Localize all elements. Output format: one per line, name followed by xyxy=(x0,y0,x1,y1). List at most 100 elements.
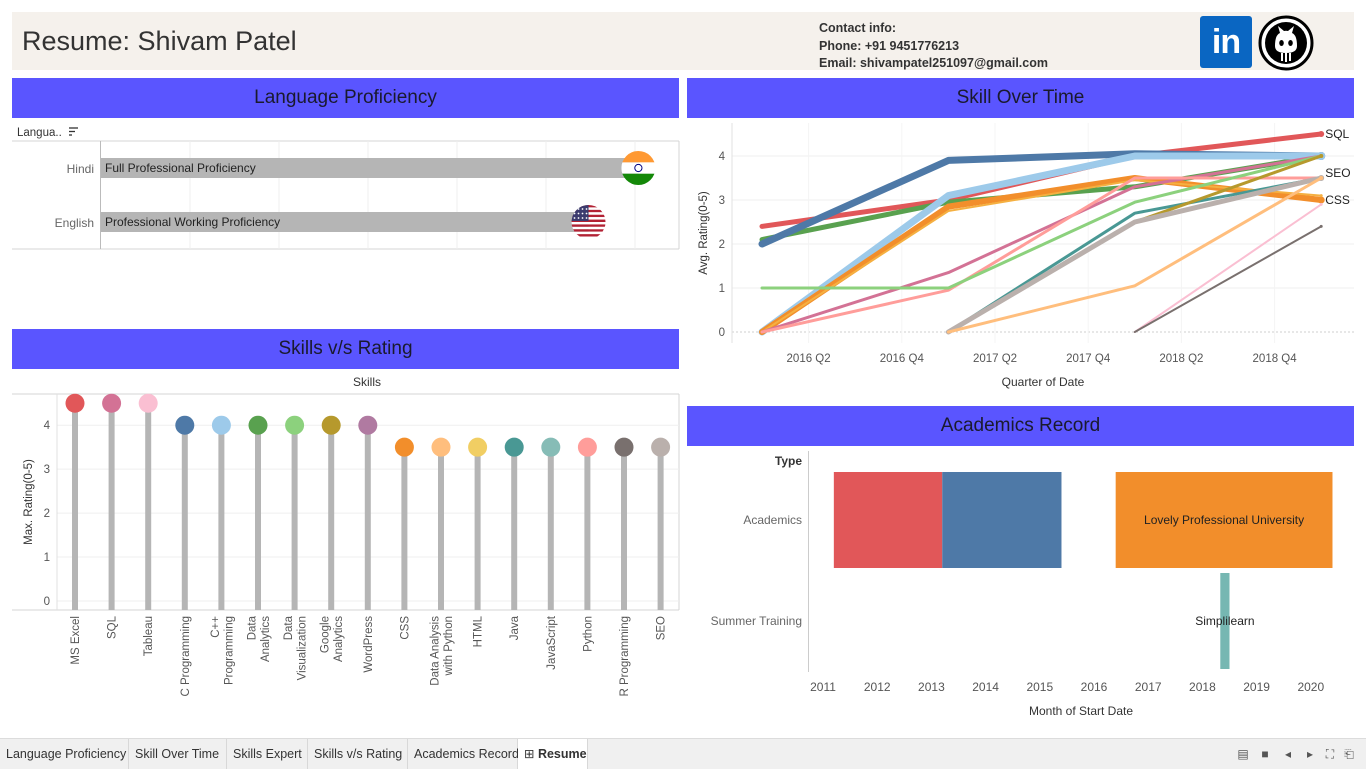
skill-time-point[interactable] xyxy=(1319,194,1323,198)
language-row[interactable]: Hindi Full Professional Proficiency xyxy=(67,151,656,185)
skill-dot[interactable] xyxy=(431,437,451,457)
skill-time-series-line[interactable] xyxy=(946,176,1323,334)
academics-x-tick: 2016 xyxy=(1081,680,1108,694)
skill-dot[interactable] xyxy=(504,437,524,457)
tab-skill-over-time[interactable]: Skill Over Time xyxy=(129,739,227,769)
academics-bar-rect[interactable] xyxy=(1115,472,1333,568)
academics-bar[interactable]: Simplilearn xyxy=(1195,573,1255,669)
skill-time-series-line[interactable] xyxy=(1133,225,1323,333)
academics-bar[interactable] xyxy=(833,472,943,568)
language-proficiency-banner: Language Proficiency xyxy=(12,78,679,118)
tab-language-proficiency[interactable]: Language Proficiency xyxy=(0,739,129,769)
linkedin-icon[interactable]: in xyxy=(1200,16,1252,68)
academics-bar-rect[interactable] xyxy=(942,472,1062,568)
skill-lollipop[interactable] xyxy=(431,437,451,610)
skill-dot[interactable] xyxy=(394,437,414,457)
skill-label: C Programming xyxy=(180,616,192,697)
sort-control[interactable]: Langua.. xyxy=(17,127,78,139)
tab-academics-record[interactable]: Academics Record xyxy=(408,739,519,769)
skill-lollipop[interactable] xyxy=(248,415,268,610)
academics-x-axis-label: Month of Start Date xyxy=(1029,704,1133,718)
sort-icon[interactable] xyxy=(69,127,78,136)
skill-dot[interactable] xyxy=(175,415,195,435)
academics-bar-rect[interactable] xyxy=(833,472,943,568)
tab-label: Skills v/s Rating xyxy=(314,747,403,761)
skill-time-point[interactable] xyxy=(1318,131,1325,137)
prev-icon[interactable]: ◂ xyxy=(1284,747,1292,761)
skill-time-series-line[interactable] xyxy=(1133,203,1323,333)
skill-lollipop[interactable] xyxy=(541,437,561,610)
skill-dot[interactable] xyxy=(468,437,488,457)
skill-lollipop[interactable] xyxy=(394,437,414,610)
contact-info: Contact info: Phone: +91 9451776213 Emai… xyxy=(819,20,1048,73)
academics-bar[interactable]: Lovely Professional University xyxy=(1115,472,1333,568)
tab-label: Skills Expert xyxy=(233,747,302,761)
tab-skills-v-s-rating[interactable]: Skills v/s Rating xyxy=(308,739,408,769)
skill-time-point[interactable] xyxy=(1319,154,1324,158)
next-icon[interactable]: ▸ xyxy=(1306,747,1314,761)
skill-dot[interactable] xyxy=(651,437,671,457)
contact-phone: Phone: +91 9451776213 xyxy=(819,38,960,53)
skill-dot[interactable] xyxy=(211,415,231,435)
contact-email[interactable]: Email: shivampatel251097@gmail.com xyxy=(819,56,1048,70)
skills-axis-title: Skills xyxy=(353,375,381,389)
skill-dot[interactable] xyxy=(541,437,561,457)
presentation-icon[interactable]: ■ xyxy=(1261,747,1269,761)
skill-lollipop[interactable] xyxy=(285,415,305,610)
skill-time-series-line[interactable] xyxy=(759,131,1324,229)
skill-lollipop[interactable] xyxy=(138,393,158,610)
skill-dot[interactable] xyxy=(285,415,305,435)
skill-dot[interactable] xyxy=(614,437,634,457)
skill-dot[interactable] xyxy=(577,437,597,457)
skill-lollipop[interactable] xyxy=(211,415,231,610)
skill-time-series-line[interactable] xyxy=(760,154,1323,290)
skill-time-point[interactable] xyxy=(1319,224,1323,228)
skill-lollipop[interactable] xyxy=(614,437,634,610)
contact-title: Contact info: xyxy=(819,21,897,35)
skill-dot[interactable] xyxy=(65,393,85,413)
proficiency-bar[interactable] xyxy=(101,212,589,232)
tab-resume[interactable]: ⊞ Resume xyxy=(518,739,588,769)
skill-time-series-line[interactable] xyxy=(758,152,1325,336)
skill-lollipop[interactable] xyxy=(577,437,597,610)
sheet-tab-bar: Language Proficiency Skill Over Time Skill… xyxy=(0,738,1366,769)
skill-lollipop[interactable] xyxy=(504,437,524,610)
skills-rating-y-tick: 2 xyxy=(44,508,50,520)
skills-rating-y-tick: 3 xyxy=(44,464,50,476)
view-toggle-icon[interactable]: ▤ xyxy=(1237,747,1249,761)
skill-time-y-tick: 1 xyxy=(719,283,725,295)
skill-lollipop[interactable] xyxy=(358,415,378,610)
github-icon[interactable] xyxy=(1258,15,1314,71)
skill-lollipop[interactable] xyxy=(65,393,85,610)
share-icon[interactable]: ⎗ xyxy=(1344,747,1354,761)
skills-rating-y-tick: 4 xyxy=(44,420,51,432)
skill-label: JavaScript xyxy=(546,615,558,669)
grid-icon: ⊞ xyxy=(524,747,538,761)
skill-time-series-line[interactable] xyxy=(945,175,1324,335)
skill-time-point[interactable] xyxy=(1317,196,1325,204)
skill-time-point[interactable] xyxy=(1319,202,1323,206)
academics-x-tick: 2018 xyxy=(1189,680,1216,694)
academics-x-tick: 2019 xyxy=(1243,680,1270,694)
proficiency-bar[interactable] xyxy=(101,158,639,178)
skill-lollipop[interactable] xyxy=(321,415,341,610)
fullscreen-icon[interactable]: ⛶ xyxy=(1325,747,1335,761)
skill-time-point[interactable] xyxy=(1319,176,1324,180)
skill-time-series-line[interactable] xyxy=(946,176,1323,334)
skill-over-time-chart: Avg. Rating(0-5) Quarter of Date 0 1 2 3 4 2… xyxy=(698,123,1354,389)
academics-bar-rect[interactable] xyxy=(1220,573,1230,669)
language-row[interactable]: English Professional Working Proficiency xyxy=(55,205,606,239)
skill-dot[interactable] xyxy=(248,415,268,435)
skill-dot[interactable] xyxy=(138,393,158,413)
skill-dot[interactable] xyxy=(102,393,122,413)
skill-lollipop[interactable] xyxy=(102,393,122,610)
skill-time-series-line[interactable] xyxy=(760,154,1323,334)
skill-lollipop[interactable] xyxy=(175,415,195,610)
tab-skills-expert[interactable]: Skills Expert xyxy=(227,739,308,769)
skill-dot[interactable] xyxy=(358,415,378,435)
academics-bar[interactable] xyxy=(942,472,1062,568)
skill-lollipop[interactable] xyxy=(468,437,488,610)
skill-dot[interactable] xyxy=(321,415,341,435)
academics-bar-label: Lovely Professional University xyxy=(1144,513,1304,527)
skill-lollipop[interactable] xyxy=(651,437,671,610)
